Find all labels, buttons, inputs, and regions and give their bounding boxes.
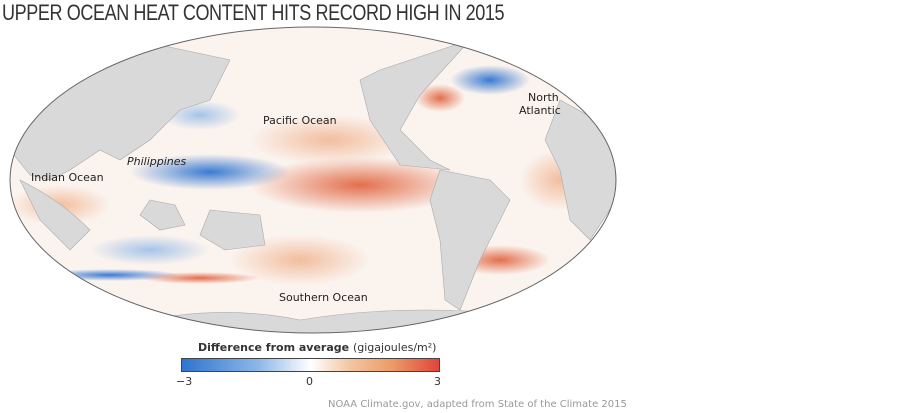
legend-mid-label: 0 — [306, 375, 313, 388]
label-pacific-ocean: Pacific Ocean — [263, 114, 337, 127]
legend-max-label: 3 — [434, 375, 441, 388]
legend-min-label: −3 — [176, 375, 193, 388]
label-southern-ocean: Southern Ocean — [279, 291, 368, 304]
legend-unit: (gigajoules/m²) — [352, 341, 437, 354]
east-pacific-warm — [250, 157, 470, 213]
legend-title-text: Difference from average — [198, 341, 350, 354]
west-pacific-cool — [130, 154, 290, 190]
label-philippines: Philippines — [127, 155, 187, 168]
credit-line: NOAA Climate.gov, adapted from State of … — [328, 399, 627, 410]
page-title: UPPER OCEAN HEAT CONTENT HITS RECORD HIG… — [2, 0, 505, 25]
color-scale-bar — [181, 358, 440, 372]
label-north-atlantic-line1: North — [528, 91, 559, 104]
label-indian-ocean: Indian Ocean — [31, 171, 104, 184]
legend-title: Difference from average (gigajoules/m²) — [198, 341, 436, 354]
label-north-atlantic-line2: Atlantic — [519, 104, 561, 117]
